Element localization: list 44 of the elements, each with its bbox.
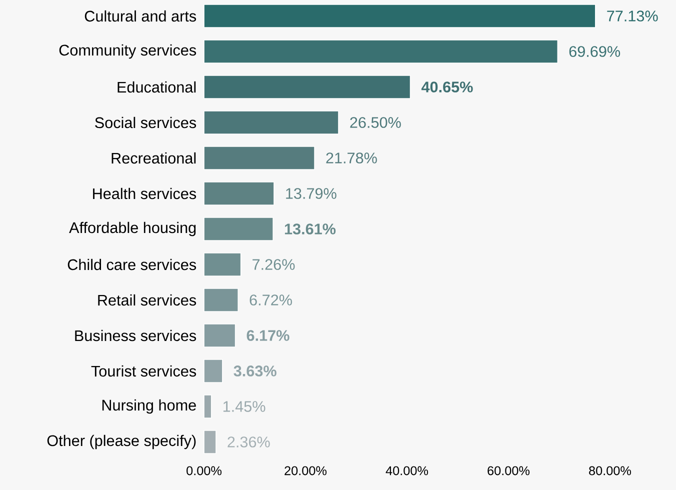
bar bbox=[204, 75, 411, 99]
data-label: 69.69% bbox=[569, 46, 620, 57]
data-label: 6.17% bbox=[246, 330, 290, 341]
y-tick-label: Educational bbox=[118, 81, 196, 93]
data-label: 13.61% bbox=[284, 224, 336, 234]
bar bbox=[204, 4, 596, 28]
data-label: 21.78% bbox=[326, 152, 377, 164]
y-tick-label: Retail services bbox=[98, 294, 196, 306]
bar bbox=[204, 288, 239, 312]
bar bbox=[204, 217, 274, 241]
y-tick-label: Nursing home bbox=[102, 399, 196, 414]
y-tick-label: Social services bbox=[95, 116, 196, 128]
data-label: 7.26% bbox=[252, 259, 295, 270]
data-label: 13.79% bbox=[286, 188, 336, 199]
bar bbox=[204, 110, 339, 134]
x-tick-label: 60.00% bbox=[488, 466, 530, 476]
data-label: 1.45% bbox=[223, 401, 266, 412]
data-label: 77.13% bbox=[607, 10, 658, 22]
y-tick-label: Affordable housing bbox=[69, 222, 196, 236]
data-label: 6.72% bbox=[250, 294, 292, 306]
y-tick-label: Business services bbox=[75, 330, 196, 342]
bar bbox=[204, 252, 242, 276]
bar bbox=[204, 182, 274, 206]
data-label: 26.50% bbox=[350, 117, 401, 128]
y-tick-label: Cultural and arts bbox=[84, 10, 196, 22]
data-label: 3.63% bbox=[234, 366, 276, 376]
x-tick-label: 80.00% bbox=[589, 466, 632, 476]
bar bbox=[204, 324, 236, 348]
bar bbox=[204, 430, 216, 454]
data-label: 40.65% bbox=[421, 82, 473, 92]
y-tick-label: Health services bbox=[93, 188, 196, 200]
x-tick-label: 40.00% bbox=[386, 466, 428, 476]
y-tick-label: Other (please specify) bbox=[47, 434, 196, 450]
bar bbox=[204, 394, 212, 418]
x-tick-label: 0.00% bbox=[186, 466, 222, 476]
y-tick-label: Child care services bbox=[68, 258, 196, 270]
bar bbox=[204, 146, 315, 170]
y-tick-label: Tourist services bbox=[91, 365, 196, 377]
y-tick-label: Recreational bbox=[112, 152, 196, 164]
y-tick-label: Community services bbox=[59, 44, 196, 59]
data-label: 2.36% bbox=[228, 436, 270, 448]
bar bbox=[204, 359, 223, 383]
bar bbox=[204, 40, 558, 64]
x-tick-label: 20.00% bbox=[284, 466, 327, 476]
